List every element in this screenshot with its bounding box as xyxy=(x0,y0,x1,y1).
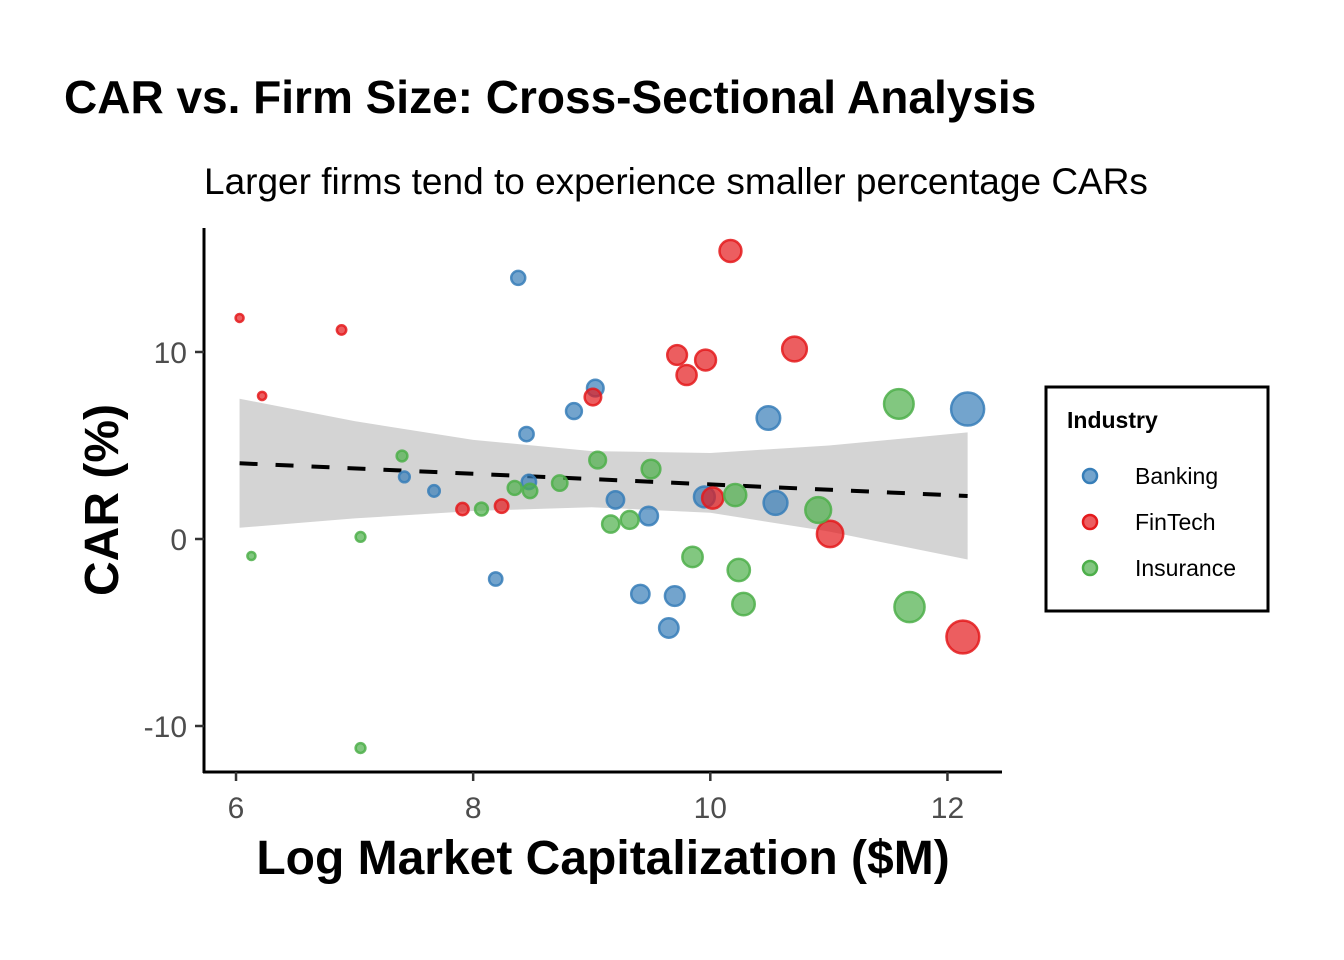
data-point-banking xyxy=(518,425,535,443)
data-point-insurance xyxy=(395,449,409,463)
data-point-banking xyxy=(638,505,660,527)
data-point-insurance xyxy=(506,479,523,497)
x-tick-label: 10 xyxy=(694,792,727,825)
data-point-insurance xyxy=(354,530,367,544)
data-point-insurance xyxy=(588,450,608,470)
data-point-fintech xyxy=(700,486,725,510)
legend-key-fintech xyxy=(1081,513,1099,531)
data-point-insurance xyxy=(882,387,915,421)
data-point-banking xyxy=(605,489,626,510)
data-point-fintech xyxy=(234,312,245,324)
x-tick-label: 8 xyxy=(465,792,482,825)
data-point-insurance xyxy=(246,550,257,562)
chart-title: CAR vs. Firm Size: Cross-Sectional Analy… xyxy=(64,71,1036,123)
data-point-fintech xyxy=(256,390,268,402)
ticks-layer: 6 8 10 12 -10 0 10 xyxy=(144,337,965,825)
data-point-fintech xyxy=(693,348,718,372)
legend-label-banking: Banking xyxy=(1135,463,1218,489)
data-point-fintech xyxy=(493,498,510,515)
data-point-insurance xyxy=(354,741,367,755)
data-point-banking xyxy=(755,404,782,432)
legend-label-insurance: Insurance xyxy=(1135,555,1236,581)
data-point-banking xyxy=(564,401,584,421)
data-point-fintech xyxy=(815,519,845,549)
data-point-insurance xyxy=(521,482,539,500)
x-axis-label: Log Market Capitalization ($M) xyxy=(256,832,949,885)
legend-title: Industry xyxy=(1067,407,1158,433)
y-axis-label: CAR (%) xyxy=(76,404,129,596)
data-point-banking xyxy=(427,483,442,498)
data-point-fintech xyxy=(335,323,348,336)
trend-line xyxy=(239,461,968,498)
y-tick-label: 0 xyxy=(170,524,187,557)
data-point-banking xyxy=(663,584,686,608)
data-point-banking xyxy=(949,391,986,427)
legend: Industry Banking FinTech Insurance xyxy=(1044,385,1270,613)
y-tick-label: 10 xyxy=(154,337,187,370)
data-point-banking xyxy=(509,269,527,287)
data-point-fintech xyxy=(583,387,603,407)
legend-label-fintech: FinTech xyxy=(1135,509,1216,535)
data-point-insurance xyxy=(726,557,752,583)
data-point-fintech xyxy=(945,619,981,655)
data-point-insurance xyxy=(640,458,662,480)
data-point-banking xyxy=(629,583,651,605)
y-tick-label: -10 xyxy=(144,711,187,744)
points-layer xyxy=(234,238,986,755)
data-point-fintech xyxy=(718,238,743,264)
data-point-insurance xyxy=(473,501,490,517)
data-point-insurance xyxy=(550,474,569,493)
legend-key-insurance xyxy=(1081,559,1099,577)
data-point-insurance xyxy=(893,590,926,624)
data-point-fintech xyxy=(455,501,470,517)
data-point-banking xyxy=(762,489,789,517)
data-point-fintech xyxy=(675,363,698,387)
data-point-insurance xyxy=(722,482,748,508)
data-point-fintech xyxy=(780,335,809,363)
legend-key-banking xyxy=(1081,467,1099,485)
data-point-insurance xyxy=(804,495,833,525)
data-point-insurance xyxy=(600,514,621,534)
data-point-banking xyxy=(397,470,412,484)
data-point-fintech xyxy=(666,343,689,367)
legend-box xyxy=(1044,385,1270,613)
trend-line-layer xyxy=(239,461,968,498)
data-point-insurance xyxy=(619,509,640,531)
data-point-insurance xyxy=(731,591,756,617)
chart-subtitle: Larger firms tend to experience smaller … xyxy=(204,161,1148,202)
x-tick-label: 12 xyxy=(931,792,964,825)
data-point-banking xyxy=(487,571,504,587)
data-point-banking xyxy=(657,617,680,639)
x-tick-label: 6 xyxy=(228,792,245,825)
data-point-insurance xyxy=(681,545,704,569)
